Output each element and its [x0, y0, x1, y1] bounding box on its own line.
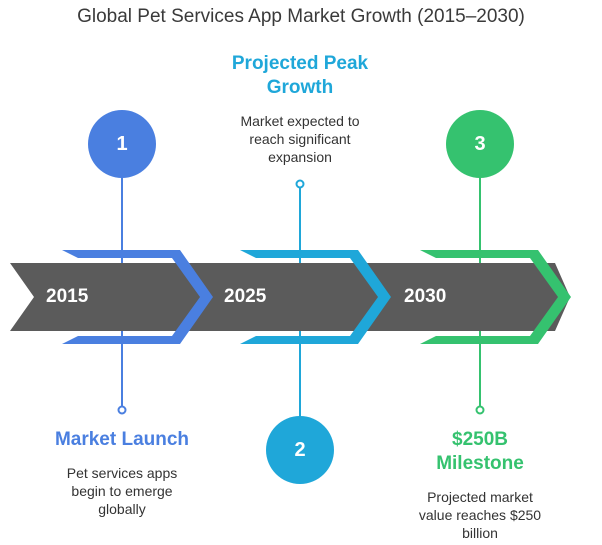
diagram-title: Global Pet Services App Market Growth (2… [77, 6, 525, 27]
milestone-3-description: Projected market value reaches $250 bill… [418, 489, 542, 541]
year-label-2025: 2025 [224, 286, 267, 307]
band-segment-3 [370, 263, 570, 331]
connector-dot-2 [295, 179, 305, 189]
milestone-1-number: 1 [116, 132, 128, 155]
milestone-3-circle: 3 [446, 110, 514, 178]
milestone-2-circle: 2 [266, 416, 334, 484]
band-segment-2 [190, 263, 391, 331]
year-label-2015: 2015 [46, 286, 89, 307]
milestone-1-heading: Market Launch [54, 429, 190, 450]
milestone-3-number: 3 [474, 132, 486, 155]
milestone-2-description: Market expected to reach significant exp… [240, 113, 360, 165]
milestone-3-heading: $250B Milestone [436, 429, 524, 474]
milestone-2-number: 2 [294, 438, 306, 461]
connector-dot-1 [117, 405, 127, 415]
band-segment-1 [10, 263, 213, 331]
milestone-1-circle: 1 [88, 110, 156, 178]
milestone-1-description: Pet services apps begin to emerge global… [66, 465, 178, 517]
connector-dot-3 [475, 405, 485, 415]
year-label-2030: 2030 [404, 286, 447, 307]
milestone-2-heading: Projected Peak Growth [231, 53, 369, 98]
